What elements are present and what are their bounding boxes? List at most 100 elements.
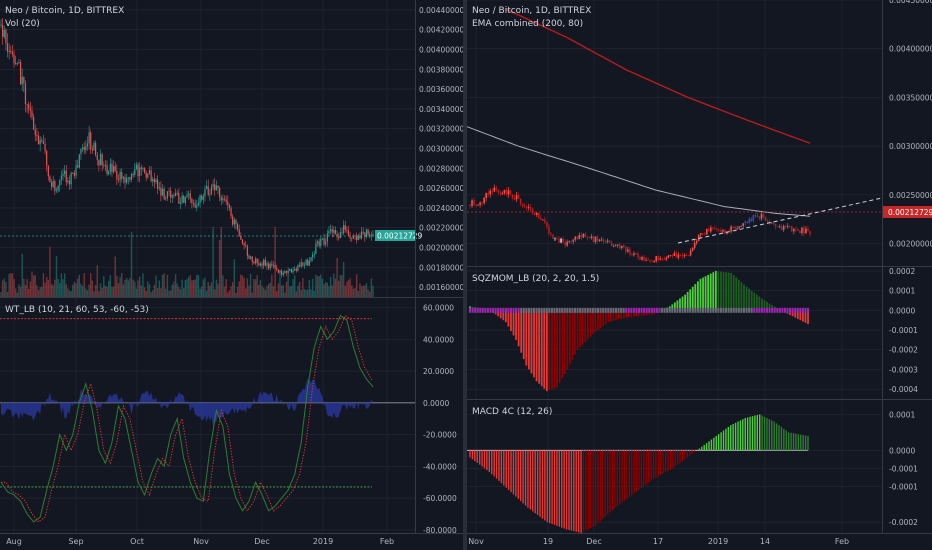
- left-volume-bar: [328, 286, 330, 297]
- right-candles[interactable]: [469, 184, 811, 264]
- right-macd-bar: [727, 426, 730, 451]
- left-candle-body: [209, 194, 211, 195]
- right-macd-bar: [556, 450, 558, 526]
- right-macd-bar: [802, 435, 804, 451]
- left-candle-body: [321, 238, 324, 240]
- left-candle-body: [236, 224, 239, 230]
- right-sqz-dot: [584, 307, 587, 313]
- right-price-axis[interactable]: 0.00450000 0.00400000 0.00350000 0.00300000…: [889, 0, 932, 249]
- left-wt-tick-label: 20.0000: [423, 367, 454, 376]
- right-sqz-bar: [794, 310, 797, 318]
- left-candle-body: [75, 165, 77, 176]
- left-volume-bar: [222, 275, 224, 297]
- right-candle-body: [641, 256, 643, 260]
- left-volume-bar: [344, 285, 346, 297]
- left-candle-body: [290, 269, 293, 273]
- right-sqz-dot: [696, 307, 699, 313]
- left-volume-bar: [153, 284, 156, 297]
- right-macd-bar: [662, 450, 664, 474]
- right-sqz-dot: [591, 307, 594, 313]
- left-volume-bar: [47, 280, 50, 297]
- right-macd-bar: [573, 450, 575, 532]
- right-sqz-bar: [617, 310, 620, 320]
- left-volume-bar: [200, 286, 203, 297]
- left-candle-body: [117, 179, 120, 181]
- right-sqz-bar: [727, 272, 730, 311]
- right-macd-bar: [691, 450, 693, 454]
- right-sqz-bar: [625, 310, 628, 318]
- left-volume-bar: [70, 291, 72, 297]
- right-candle-body: [497, 189, 500, 193]
- right-candle-body: [477, 204, 479, 206]
- left-volume-bar: [160, 288, 162, 297]
- left-candle-body: [347, 230, 350, 237]
- right-macd-bar: [686, 450, 688, 458]
- left-volume-bar: [274, 227, 276, 297]
- left-candle-body: [287, 270, 289, 273]
- left-volume-bar: [254, 279, 257, 297]
- left-volume-bar: [94, 284, 97, 297]
- right-sqz-dot: [684, 307, 687, 313]
- left-volume-bar: [14, 288, 17, 297]
- left-volume-bar: [316, 276, 319, 297]
- right-sqz-bar: [576, 310, 579, 350]
- left-candle-body: [142, 168, 144, 169]
- left-candle-body: [77, 165, 79, 168]
- right-macd-bar: [739, 420, 742, 451]
- left-volume-bar: [121, 273, 123, 297]
- left-candle-body: [281, 270, 283, 275]
- right-macd-axis[interactable]: 0.0001 0.0000 -0.0001 -0.0001 -0.0002: [889, 410, 918, 527]
- left-candle-body: [325, 241, 327, 245]
- right-macd-bar: [486, 450, 488, 471]
- left-price-axis[interactable]: 0.00440000 0.00420000 0.00400000 0.00380000…: [419, 6, 465, 292]
- left-volume-bar: [10, 273, 12, 297]
- right-sqz-dot: [515, 307, 518, 313]
- left-volume-bar: [300, 290, 302, 297]
- right-sqz-dot: [748, 307, 751, 313]
- right-macd-bar: [469, 450, 471, 458]
- right-sqz-dot: [497, 307, 500, 313]
- left-volume-bar: [194, 279, 196, 297]
- right-sqz-dot: [502, 307, 505, 313]
- left-candles[interactable]: [0, 17, 374, 278]
- right-sqz-dot: [627, 307, 630, 313]
- left-candle-body: [39, 140, 41, 145]
- right-ema200-line: [504, 8, 811, 144]
- right-candle-body: [505, 189, 508, 195]
- left-time-axis[interactable]: Aug Sep Oct Nov Dec 2019 Feb: [6, 537, 394, 546]
- right-candle-body: [738, 226, 740, 229]
- right-macd-bar: [471, 450, 474, 460]
- left-volume-bar: [339, 275, 342, 297]
- right-sqz-dot: [773, 307, 776, 313]
- right-macd-bar: [744, 417, 746, 451]
- right-candle-body: [629, 249, 631, 255]
- left-volume-bar: [235, 292, 237, 297]
- right-time-axis[interactable]: Nov 19 Dec 17 2019 14 Feb: [468, 537, 849, 546]
- left-volume-bar: [342, 262, 345, 297]
- right-candle-body: [734, 226, 736, 229]
- right-sqz-bar: [737, 279, 740, 311]
- left-volume-bar: [346, 281, 348, 297]
- right-candle-body: [487, 192, 490, 195]
- left-candle-body: [109, 163, 111, 172]
- right-candle-body: [606, 240, 609, 243]
- left-volume-bar: [109, 275, 112, 297]
- right-candle-body: [797, 229, 799, 232]
- right-candle-body: [752, 215, 755, 222]
- left-volume-bar: [290, 285, 293, 297]
- left-volume-bar: [303, 289, 306, 297]
- charts-divider[interactable]: [463, 0, 467, 550]
- right-sqz-dot: [479, 307, 482, 313]
- left-volume-bar: [196, 274, 198, 297]
- left-candle-body: [178, 192, 180, 204]
- left-volume-bar: [354, 287, 356, 297]
- left-wt-axis[interactable]: 60.0000 40.0000 20.0000 0.0000 -20.0000 -40.0…: [423, 304, 457, 535]
- right-sqz-dot: [730, 307, 733, 313]
- right-sqz-dot: [643, 307, 646, 313]
- right-sqz-bar: [558, 310, 561, 383]
- left-candle-body: [250, 256, 252, 259]
- right-candle-body: [772, 222, 775, 225]
- left-volume-bar: [320, 274, 322, 297]
- right-sqz-axis[interactable]: 0.0002 0.0001 0.0000 -0.0001 -0.0002 -0.0003 -…: [889, 267, 918, 394]
- left-volume-bar: [282, 285, 284, 297]
